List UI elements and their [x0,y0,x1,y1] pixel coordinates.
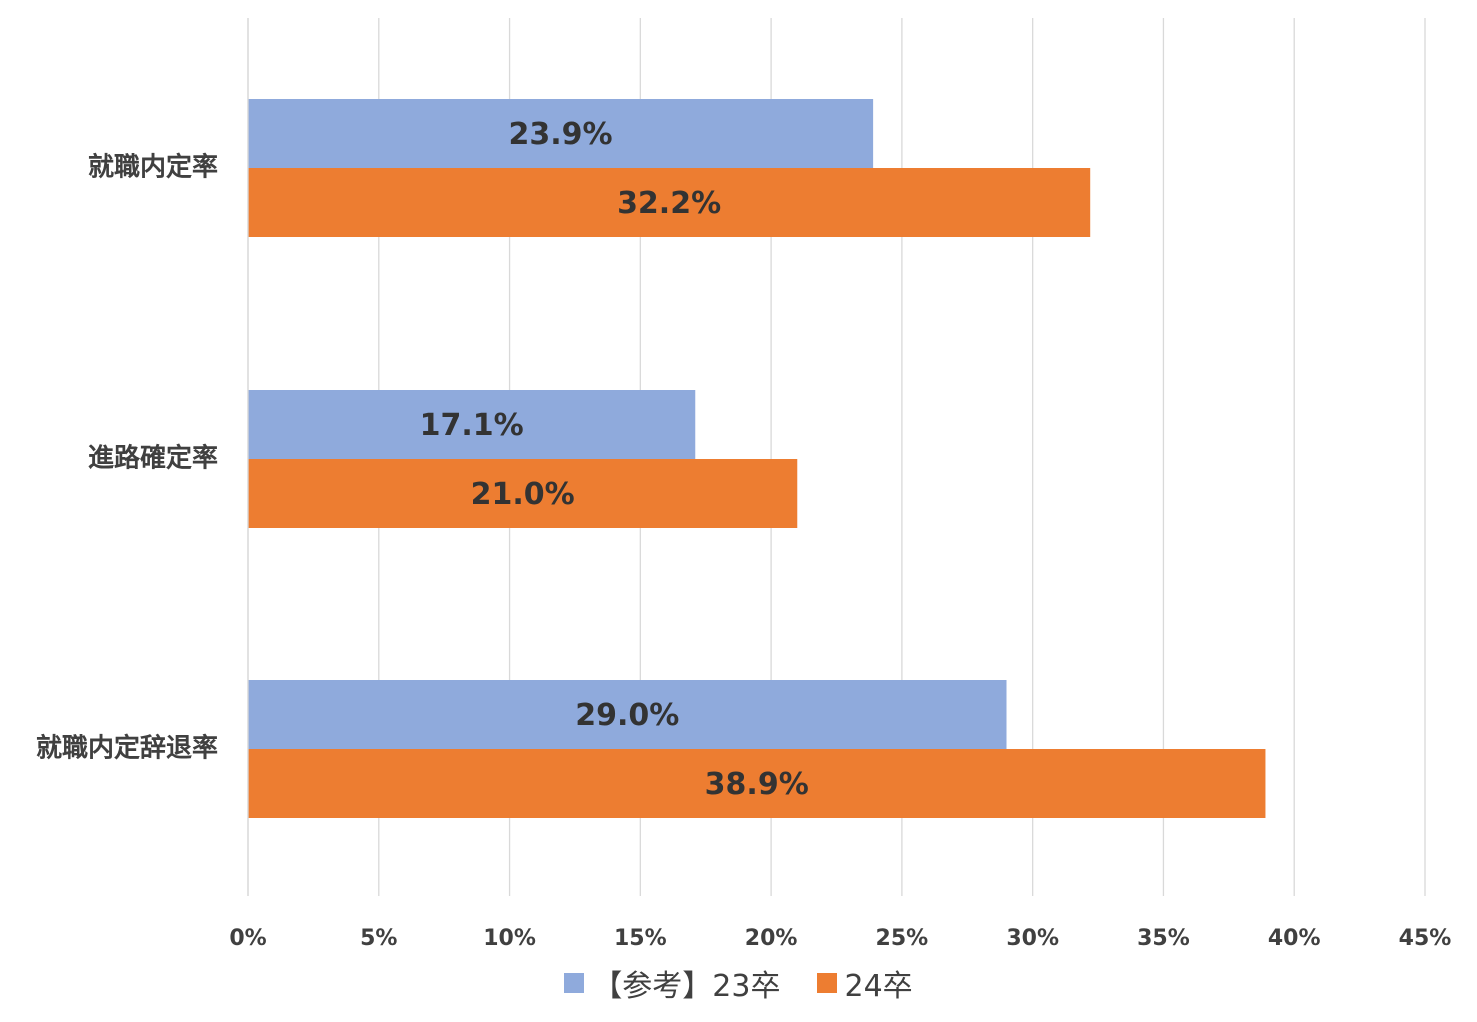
x-tick-label-1: 5% [360,926,397,951]
legend: 【参考】23卒 24卒 [0,958,1477,1008]
legend-label-24: 24卒 [844,969,913,1004]
x-tick-label-0: 0% [229,926,266,951]
bar-23-2 [248,680,1007,749]
x-tick-label-6: 30% [1006,926,1059,951]
category-label-0: 就職内定率 [88,152,218,183]
x-tick-label-9: 45% [1399,926,1452,951]
x-tick-label-8: 40% [1268,926,1321,951]
bar-24-1 [248,459,798,528]
bar-24-2 [248,749,1266,818]
category-label-1: 進路確定率 [88,443,218,474]
legend-item-23: 【参考】23卒 [564,961,781,1005]
bar-23-0 [248,99,874,168]
data-label-24-0: 32.2% [617,186,721,221]
data-label-24-2: 38.9% [705,767,809,802]
x-tick-label-4: 20% [745,926,798,951]
category-label-2: 就職内定辞退率 [36,733,218,764]
legend-swatch-24 [816,973,837,993]
x-tick-label-2: 10% [483,926,536,951]
data-label-23-0: 23.9% [509,117,613,152]
legend-label-23: 【参考】23卒 [592,969,781,1004]
x-tick-label-3: 15% [614,926,667,951]
x-tick-label-5: 25% [876,926,929,951]
bar-24-0 [248,168,1091,237]
legend-item-24: 24卒 [816,961,913,1005]
x-tick-label-7: 35% [1137,926,1190,951]
bar-23-1 [248,390,696,459]
data-label-23-1: 17.1% [420,408,524,443]
data-label-24-1: 21.0% [471,477,575,512]
legend-swatch-23 [564,973,585,993]
data-label-23-2: 29.0% [575,698,679,733]
